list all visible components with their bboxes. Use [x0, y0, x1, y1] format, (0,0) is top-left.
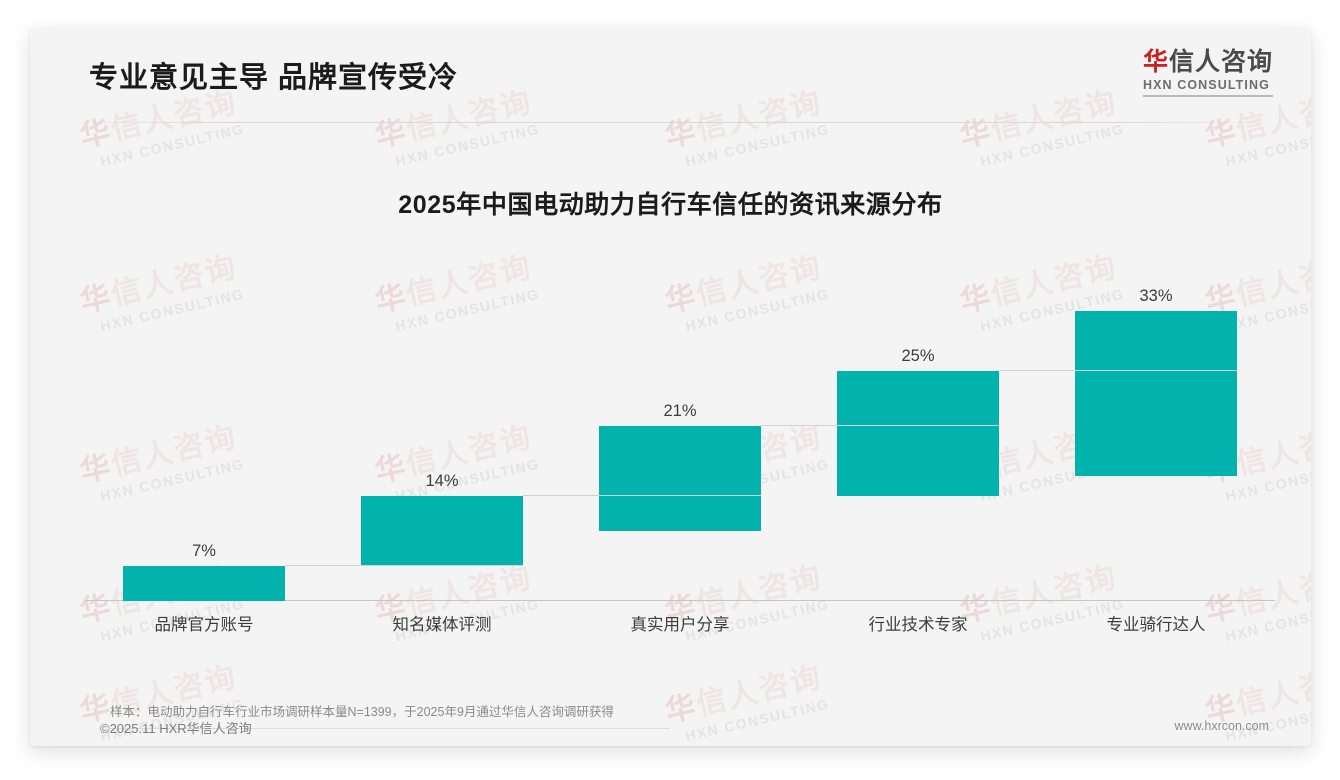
- logo-text-cn: 华信人咨询: [1143, 48, 1273, 76]
- chart-title: 2025年中国电动助力自行车信任的资讯来源分布: [398, 191, 943, 219]
- header-divider: [82, 122, 1259, 123]
- waterfall-connector: [760, 425, 999, 426]
- bar[interactable]: [361, 496, 523, 566]
- website-link[interactable]: www.hxrcon.com: [1174, 719, 1269, 733]
- logo-text-en: HXN CONSULTING: [1142, 78, 1270, 92]
- bottom-bar: ©2025.11 HXR华信人咨询 www.hxrcon.com: [30, 710, 1311, 750]
- waterfall-connector: [284, 565, 523, 566]
- category-label: 知名媒体评测: [392, 616, 492, 634]
- waterfall-connector: [998, 370, 1237, 371]
- chart-plot-area: 7% 14% 21% 25% 33%: [85, 251, 1275, 601]
- waterfall-connector: [522, 495, 761, 496]
- bar[interactable]: [123, 566, 285, 601]
- bar-value-label: 25%: [901, 347, 935, 365]
- category-label: 专业骑行达人: [1106, 616, 1206, 634]
- bar[interactable]: [837, 371, 999, 496]
- logo-accent-char: 华: [1142, 48, 1169, 76]
- footnote-area: 样本：电动助力自行车行业市场调研样本量N=1399，于2025年9月通过华信人咨…: [30, 683, 1311, 746]
- footnote-divider: [110, 728, 670, 729]
- sample-footnote: 样本：电动助力自行车行业市场调研样本量N=1399，于2025年9月通过华信人咨…: [110, 705, 614, 719]
- category-label: 真实用户分享: [630, 616, 730, 634]
- chart-block: 2025年中国电动助力自行车信任的资讯来源分布 7% 14% 21% 25% 33% 品…: [30, 123, 1311, 683]
- logo-rest-chars: 信人咨询: [1168, 48, 1273, 76]
- bar[interactable]: [599, 426, 761, 531]
- category-label: 品牌官方账号: [154, 616, 254, 634]
- x-axis-line: [85, 600, 1275, 601]
- bar-value-label: 33%: [1139, 287, 1173, 305]
- slide-header: 专业意见主导 品牌宣传受冷 华信人咨询 HXN CONSULTING: [30, 28, 1311, 123]
- logo-underline: [1142, 95, 1273, 97]
- bar-value-label: 7%: [192, 542, 216, 560]
- slide-card: 华信人咨询 HXN CONSULTING 华信人咨询 HXN CONSULTING 华信…: [30, 28, 1311, 746]
- bar[interactable]: [1075, 311, 1237, 476]
- bar-value-label: 14%: [425, 472, 459, 490]
- category-label: 行业技术专家: [868, 616, 968, 634]
- copyright-text: ©2025.11 HXR华信人咨询: [100, 721, 252, 736]
- page-title: 专业意见主导 品牌宣传受冷: [89, 62, 459, 94]
- bar-value-label: 21%: [663, 402, 697, 420]
- company-logo: 华信人咨询 HXN CONSULTING: [1142, 48, 1273, 97]
- category-axis: 品牌官方账号 知名媒体评测 真实用户分享 行业技术专家 专业骑行达人: [85, 601, 1275, 641]
